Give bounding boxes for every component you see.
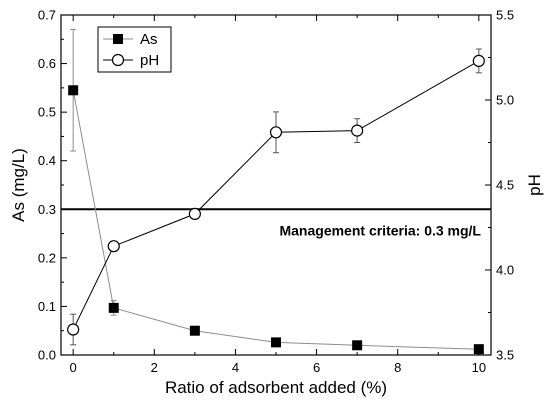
data-markers	[67, 54, 485, 355]
y-left-axis-title: As (mg/L)	[9, 148, 28, 222]
error-bars	[70, 29, 482, 351]
x-tick-label: 10	[472, 360, 486, 375]
ph-point	[351, 124, 364, 137]
ph-point	[188, 207, 201, 220]
y-left-tick-label: 0.3	[38, 202, 56, 217]
y-right-tick-label: 4.5	[496, 178, 514, 193]
ph-point	[67, 323, 80, 336]
y-right-axis-title: pH	[525, 174, 544, 196]
tick-labels: 0 2 4 6 8 10 0.0 0.1 0.2 0.3 0.4 0.5 0.6 0.7 3.5 4.0 4.5…	[38, 8, 514, 376]
y-right-tick-label: 5.5	[496, 8, 514, 23]
series-lines	[72, 60, 480, 350]
y-right-tick-label: 5.0	[496, 93, 514, 108]
x-axis-title: Ratio of adsorbent added (%)	[165, 378, 387, 397]
as-point	[108, 302, 119, 313]
x-tick-label: 0	[70, 360, 77, 375]
legend-box	[97, 26, 172, 73]
y-left-tick-label: 0.0	[38, 348, 56, 363]
y-left-tick-label: 0.1	[38, 299, 56, 314]
y-left-tick-label: 0.5	[38, 105, 56, 120]
x-tick-label: 6	[313, 360, 320, 375]
y-left-tick-label: 0.6	[38, 56, 56, 71]
as-point	[352, 340, 363, 351]
legend-as-marker	[113, 34, 123, 44]
y-right-tick-label: 3.5	[496, 348, 514, 363]
y-left-tick-label: 0.7	[38, 8, 56, 23]
x-tick-label: 4	[232, 360, 239, 375]
y-right-tick-label: 4.0	[496, 263, 514, 278]
legend-as-label: As	[140, 31, 158, 48]
as-point	[68, 85, 79, 96]
legend-ph-label: pH	[140, 52, 159, 69]
series-line-as	[72, 90, 479, 350]
reference-line-group: Management criteria: 0.3 mg/L	[61, 208, 491, 238]
legend: As pH	[97, 26, 172, 73]
x-tick-label: 2	[151, 360, 158, 375]
series-line-ph	[72, 60, 480, 330]
as-point	[189, 325, 200, 336]
y-left-tick-label: 0.2	[38, 250, 56, 265]
reference-line-label: Management criteria: 0.3 mg/L	[279, 222, 481, 238]
y-left-tick-label: 0.4	[38, 153, 56, 168]
legend-ph-marker	[111, 53, 125, 67]
ph-point	[269, 126, 283, 139]
as-point	[473, 344, 484, 355]
as-point	[271, 337, 281, 348]
ph-point	[472, 54, 485, 68]
ph-point	[107, 240, 120, 253]
axis-ticks	[61, 14, 491, 356]
x-tick-label: 8	[394, 360, 401, 375]
